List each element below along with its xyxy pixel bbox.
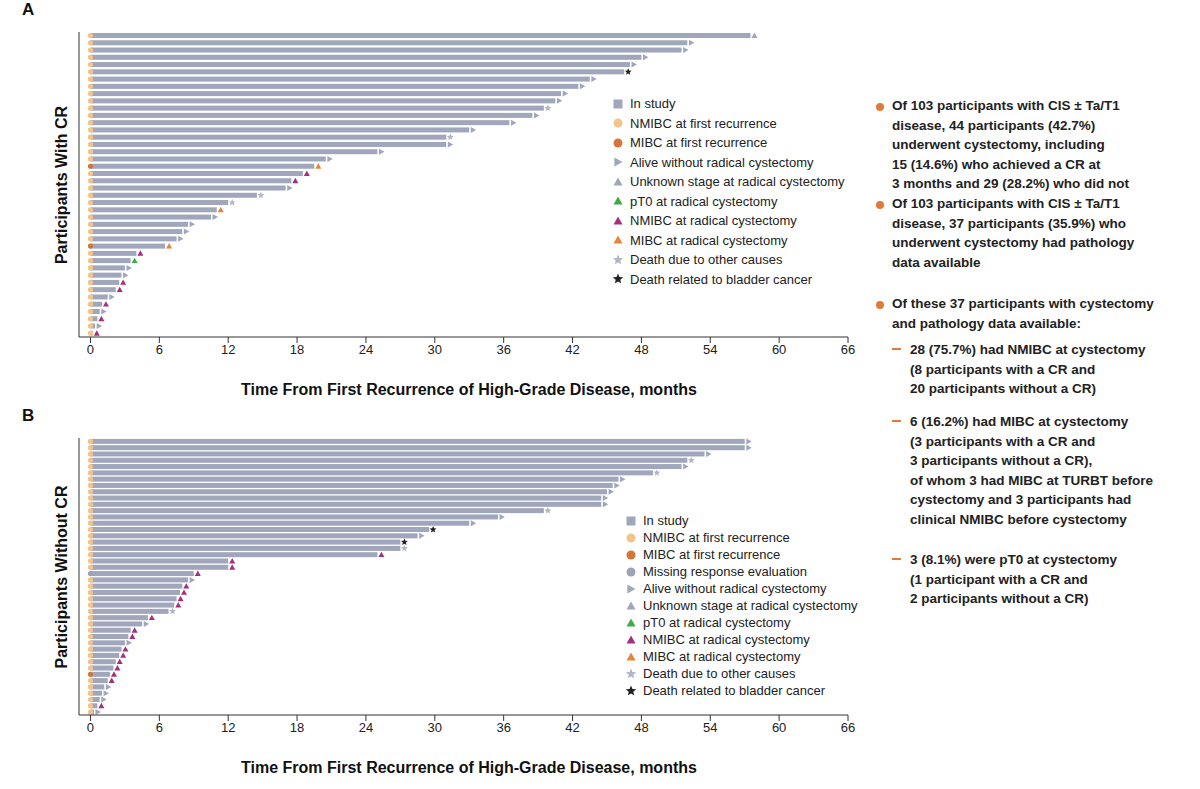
svg-text:42: 42 bbox=[565, 342, 579, 357]
html-text:Participants With CR: Participants With CR bbox=[53, 105, 70, 264]
svg-text:66: 66 bbox=[841, 342, 855, 357]
html-text:of whom 3 had MIBC at TURBT be: of whom 3 had MIBC at TURBT before bbox=[910, 472, 1153, 488]
html-text:Death related to bladder cance: Death related to bladder cancer bbox=[643, 683, 826, 698]
html-text:NMIBC at first recurrence: NMIBC at first recurrence bbox=[643, 530, 790, 545]
svg-text:30: 30 bbox=[428, 720, 442, 735]
html-text:Participants Without CR: Participants Without CR bbox=[53, 485, 70, 668]
html-text:A: A bbox=[22, 0, 35, 19]
html-text:3 participants without a CR),: 3 participants without a CR), bbox=[910, 453, 1093, 468]
html-text:In study: In study bbox=[643, 513, 689, 528]
html-text:disease, 37 participants (35.9: disease, 37 participants (35.9%) who bbox=[892, 215, 1127, 231]
svg-text:6: 6 bbox=[156, 342, 163, 357]
html-text:3 (8.1%) were pT0 at cystectom: 3 (8.1%) were pT0 at cystectomy bbox=[910, 552, 1118, 567]
svg-text:0: 0 bbox=[87, 342, 94, 357]
html-text:MIBC at first recurrence: MIBC at first recurrence bbox=[630, 135, 768, 151]
html-text:(8 participants with a CR and: (8 participants with a CR and bbox=[910, 361, 1096, 377]
html-text:Death due to other causes: Death due to other causes bbox=[643, 666, 796, 681]
svg-text:24: 24 bbox=[359, 720, 373, 735]
html-text:cystectomy and 3 participants: cystectomy and 3 participants had bbox=[910, 492, 1132, 507]
html-text:28 (75.7%) had NMIBC at cystec: 28 (75.7%) had NMIBC at cystectomy bbox=[910, 342, 1146, 357]
html-text:pT0 at radical cystectomy: pT0 at radical cystectomy bbox=[643, 615, 791, 630]
html-text:Missing response evaluation: Missing response evaluation bbox=[643, 564, 807, 579]
svg-text:60: 60 bbox=[772, 342, 786, 357]
html-text:3 months and 29 (28.2%) who di: 3 months and 29 (28.2%) who did not bbox=[892, 176, 1129, 191]
html-text:Unknown stage at radical cyste: Unknown stage at radical cystectomy bbox=[643, 598, 858, 613]
html-text:Of these 37 participants with: Of these 37 participants with cystectomy bbox=[892, 296, 1154, 311]
svg-text:60: 60 bbox=[772, 720, 786, 735]
html-text:Death related to bladder cance: Death related to bladder cancer bbox=[630, 271, 813, 287]
html-text:disease, 44 participants (42.7: disease, 44 participants (42.7%) bbox=[892, 117, 1096, 133]
svg-text:54: 54 bbox=[703, 342, 717, 357]
html-text:Death due to other causes: Death due to other causes bbox=[630, 252, 783, 268]
svg-text:48: 48 bbox=[634, 720, 648, 735]
svg-text:18: 18 bbox=[290, 720, 304, 735]
html-text:clinical NMIBC before cystecto: clinical NMIBC before cystectomy bbox=[910, 511, 1127, 527]
svg-text:6: 6 bbox=[156, 720, 163, 735]
svg-text:36: 36 bbox=[496, 342, 510, 357]
html-text:underwent cystectomy, includin: underwent cystectomy, including bbox=[892, 137, 1105, 152]
html-text:In study: In study bbox=[630, 96, 676, 112]
svg-text:30: 30 bbox=[428, 342, 442, 357]
svg-text:24: 24 bbox=[359, 342, 373, 357]
html-text:NMIBC at radical cystectomy: NMIBC at radical cystectomy bbox=[643, 632, 810, 647]
html-text:Time From First Recurrence of: Time From First Recurrence of High-Grade… bbox=[241, 759, 697, 776]
html-text:B: B bbox=[22, 406, 35, 425]
svg-text:12: 12 bbox=[221, 720, 235, 735]
html-text:20 participants without a CR): 20 participants without a CR) bbox=[910, 381, 1096, 396]
svg-text:0: 0 bbox=[87, 720, 94, 735]
html-text:Unknown stage at radical cyste: Unknown stage at radical cystectomy bbox=[630, 174, 845, 190]
html-text:2 participants without a CR): 2 participants without a CR) bbox=[910, 591, 1089, 606]
html-text:NMIBC at first recurrence: NMIBC at first recurrence bbox=[630, 115, 777, 131]
html-text:pT0 at radical cystectomy: pT0 at radical cystectomy bbox=[630, 193, 778, 209]
html-text:Of 103 participants with CIS ±: Of 103 participants with CIS ± Ta/T1 bbox=[892, 98, 1120, 113]
html-text:6 (16.2%) had MIBC at cystecto: 6 (16.2%) had MIBC at cystectomy bbox=[910, 414, 1129, 429]
html-text:(3 participants with a CR and: (3 participants with a CR and bbox=[910, 433, 1096, 449]
svg-text:18: 18 bbox=[290, 342, 304, 357]
html-text:Alive without radical cystecto: Alive without radical cystectomy bbox=[643, 581, 827, 596]
html-text:(1 participant with a CR and: (1 participant with a CR and bbox=[910, 571, 1088, 587]
svg-text:66: 66 bbox=[841, 720, 855, 735]
html-text:MIBC at radical cystectomy: MIBC at radical cystectomy bbox=[643, 649, 801, 664]
html-text:Time From First Recurrence of: Time From First Recurrence of High-Grade… bbox=[241, 381, 697, 398]
html-text:Alive without radical cystecto: Alive without radical cystectomy bbox=[630, 154, 814, 170]
svg-text:12: 12 bbox=[221, 342, 235, 357]
svg-text:42: 42 bbox=[565, 720, 579, 735]
svg-text:54: 54 bbox=[703, 720, 717, 735]
html-text:and pathology data available:: and pathology data available: bbox=[892, 315, 1081, 331]
svg-text:36: 36 bbox=[496, 720, 510, 735]
html-text:underwent cystectomy had patho: underwent cystectomy had pathology bbox=[892, 235, 1135, 250]
html-text:Of 103 participants with CIS ±: Of 103 participants with CIS ± Ta/T1 bbox=[892, 196, 1120, 211]
svg-text:48: 48 bbox=[634, 342, 648, 357]
html-text:MIBC at radical cystectomy: MIBC at radical cystectomy bbox=[630, 232, 788, 248]
html-text:15 (14.6%) who achieved a CR a: 15 (14.6%) who achieved a CR at bbox=[892, 156, 1101, 172]
html-text:MIBC at first recurrence: MIBC at first recurrence bbox=[643, 547, 781, 562]
html-text:data available: data available bbox=[892, 254, 981, 270]
html-text:NMIBC at radical cystectomy: NMIBC at radical cystectomy bbox=[630, 213, 797, 229]
